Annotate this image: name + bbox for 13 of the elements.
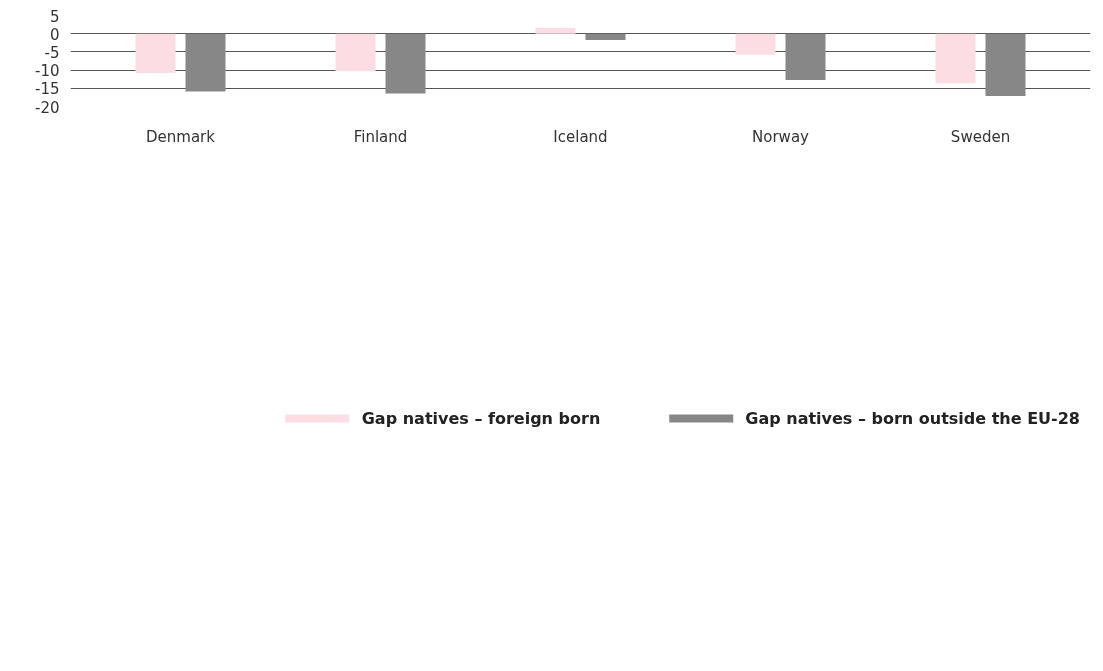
x-tick-label: Sweden bbox=[950, 127, 1011, 146]
y-tick-label: -15 bbox=[35, 80, 60, 99]
x-tick-label: Denmark bbox=[146, 127, 216, 146]
x-tick-label: Iceland bbox=[553, 127, 608, 146]
y-tick-label: 5 bbox=[49, 7, 60, 26]
y-tick-label: 0 bbox=[49, 25, 60, 44]
legend-label: Gap natives – born outside the EU-28 bbox=[745, 408, 1080, 428]
y-tick-label: -20 bbox=[35, 98, 60, 117]
y-tick-label: -10 bbox=[35, 62, 60, 81]
x-tick-label: Finland bbox=[353, 127, 408, 146]
y-tick-label: -5 bbox=[44, 43, 60, 62]
legend-label: Gap natives – foreign born bbox=[361, 408, 601, 428]
x-tick-label: Norway bbox=[752, 127, 810, 146]
